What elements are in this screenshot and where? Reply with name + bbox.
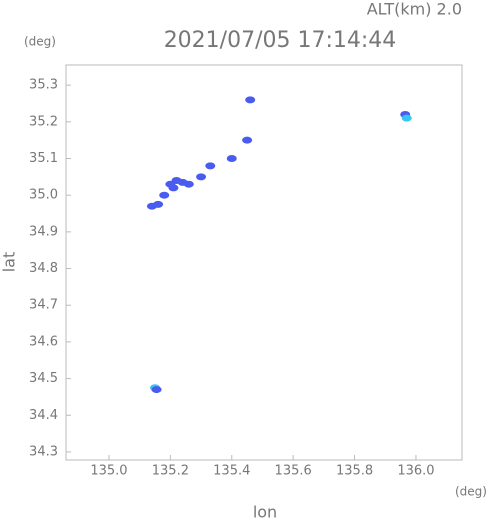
echo-point: [401, 114, 412, 122]
y-tick-label: 34.6: [29, 334, 58, 349]
x-unit: (deg): [455, 485, 487, 499]
y-axis-label: lat: [0, 252, 19, 273]
x-tick-label: 135.4: [213, 464, 250, 479]
y-tick-label: 34.7: [29, 298, 58, 313]
y-tick-label: 34.3: [29, 444, 58, 459]
y-tick-label: 34.4: [29, 408, 58, 423]
echo-point: [242, 136, 253, 144]
echo-point: [168, 184, 179, 192]
y-tick-label: 35.2: [29, 114, 58, 129]
echo-point: [205, 162, 216, 170]
y-tick-label: 34.9: [29, 224, 58, 239]
x-tick-label: 135.2: [152, 464, 189, 479]
echo-point: [151, 386, 162, 394]
chart-title: 2021/07/05 17:14:44: [164, 28, 397, 53]
echo-point: [245, 96, 256, 104]
echo-point: [226, 155, 237, 163]
echo-point: [196, 173, 207, 181]
y-tick-label: 35.3: [29, 78, 58, 93]
x-tick-label: 135.6: [275, 464, 312, 479]
y-tick-label: 35.0: [29, 188, 58, 203]
chart-subtitle: ALT(km) 2.0: [367, 0, 462, 19]
x-axis-label: lon: [253, 503, 277, 521]
x-tick-label: 135.8: [336, 464, 373, 479]
y-tick-label: 34.8: [29, 261, 58, 276]
y-tick-label: 35.1: [29, 151, 58, 166]
echo-point: [153, 200, 164, 208]
echo-point: [159, 191, 170, 199]
y-unit: (deg): [24, 35, 56, 49]
plot-frame: [65, 64, 463, 461]
echo-point: [183, 180, 194, 188]
x-tick-label: 136.0: [397, 464, 434, 479]
y-tick-label: 34.5: [29, 371, 58, 386]
x-tick-label: 135.0: [90, 464, 127, 479]
